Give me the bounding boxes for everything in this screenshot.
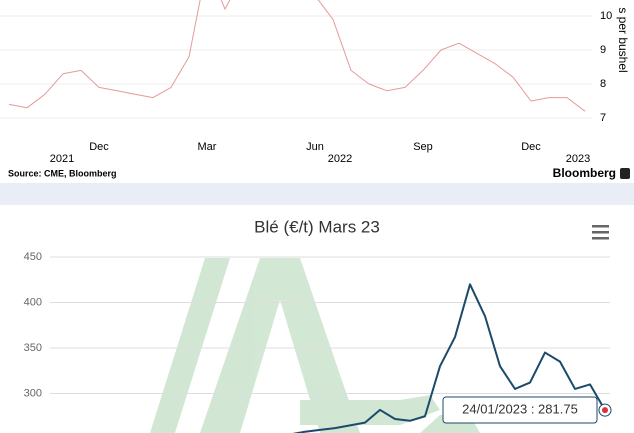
- menu-line: [592, 231, 609, 234]
- top-panel: [0, 0, 634, 183]
- line: [8, 0, 586, 112]
- y-tick-label: 300: [24, 387, 42, 399]
- menu-button[interactable]: [592, 225, 609, 240]
- tooltip-text: 24/01/2023 : 281.75: [462, 401, 578, 416]
- tooltip-box: [442, 396, 598, 424]
- y-tick-label: 8: [600, 78, 606, 90]
- y-tick-label: 7: [600, 112, 606, 124]
- axis-label: s per bushel: [616, 7, 630, 72]
- top-chart: Source: CME, Bloomberg Bloomberg s per b…: [0, 0, 630, 180]
- y-tick-label: 450: [24, 251, 42, 263]
- x-tick-label: Dec: [521, 141, 541, 153]
- year-label: 2022: [328, 153, 352, 165]
- x-tick-label: Dec: [89, 141, 109, 153]
- chart-title: Blé (€/t) Mars 23: [254, 217, 380, 236]
- line: [292, 283, 606, 433]
- y-tick-label: 9: [600, 44, 606, 56]
- menu-line: [592, 225, 609, 228]
- x-tick-label: Mar: [198, 141, 217, 153]
- x-tick-label: Sep: [413, 141, 433, 153]
- menu-line: [592, 237, 609, 240]
- source: Source: CME, Bloomberg: [8, 168, 117, 178]
- y-tick-label: 400: [24, 296, 42, 308]
- brand: Bloomberg: [553, 166, 616, 180]
- brand-icon: [620, 168, 630, 179]
- y-tick-label: 10: [600, 10, 612, 22]
- watermark: [150, 258, 480, 433]
- x-tick-label: Jun: [306, 141, 324, 153]
- year-label: 2023: [566, 153, 590, 165]
- bottom-panel: [0, 205, 634, 433]
- bottom-chart: Blé (€/t) Mars 23 300 350 400 450 24/01/2023…: [24, 217, 612, 433]
- point-marker-dot: [602, 407, 608, 414]
- year-label: 2021: [50, 153, 74, 165]
- y-tick-label: 350: [24, 342, 42, 354]
